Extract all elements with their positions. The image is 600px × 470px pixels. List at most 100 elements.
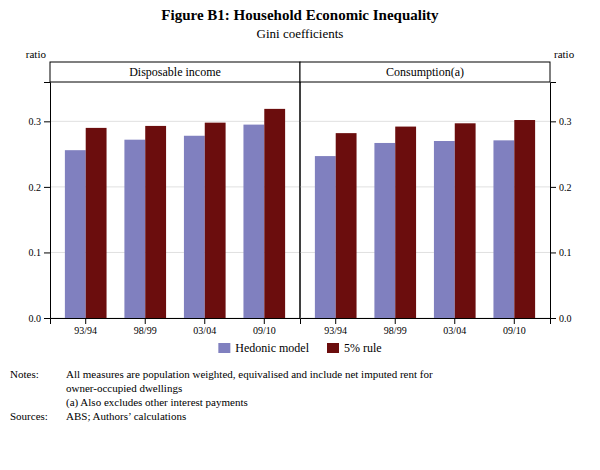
panel: Consumption(a) ratio 0.0 0.1 0.2 0.3 93/94 98/9… (300, 48, 575, 336)
tick-label: 0.1 (559, 247, 572, 258)
panel-header (300, 62, 550, 82)
legend-label: 5% rule (344, 341, 382, 355)
panel-header (50, 62, 300, 82)
x-axis: 93/94 98/99 03/04 09/10 (301, 318, 551, 336)
note-text: All measures are population weighted, eq… (66, 368, 433, 380)
axis-line (44, 83, 51, 319)
note-label: Sources: (10, 410, 48, 422)
y-tick: 0.1 (550, 247, 572, 258)
x-tick: 93/94 (324, 318, 347, 336)
panel: Disposable incomeratio0.00.10.20.393/949… (26, 48, 301, 336)
legend-item: Hedonic model (218, 341, 309, 355)
note-label: Notes: (10, 368, 39, 380)
bar (514, 120, 535, 318)
x-axis: 93/94 98/99 03/04 09/10 (51, 318, 301, 336)
subtitle: Gini coefficients (257, 26, 344, 41)
bar (493, 140, 514, 318)
tick-label: 09/10 (503, 325, 526, 336)
axis-line (551, 83, 557, 319)
tick-mark (550, 187, 556, 188)
frame-line (300, 82, 301, 318)
title: Figure B1: Household Economic Inequality (161, 7, 439, 23)
note-text: (a) Also excludes other interest payment… (66, 396, 248, 409)
legend: Hedonic model 5% rule (218, 341, 381, 355)
x-tick: 09/10 (253, 318, 276, 336)
notes: Notes: All measures are population weight… (10, 368, 433, 422)
tick-label: 03/04 (193, 325, 216, 336)
tick-mark (454, 318, 455, 324)
x-tick: 98/99 (134, 318, 157, 336)
x-tick: 93/94 (74, 318, 97, 336)
y-tick: 0.2 (550, 182, 572, 193)
tick-label: 93/94 (74, 325, 97, 336)
tick-mark (335, 318, 336, 324)
tick-label: 98/99 (384, 325, 407, 336)
tick-label: 98/99 (134, 325, 157, 336)
tick-label: 0.1 (29, 247, 42, 258)
y-tick: 0.2 (29, 182, 51, 193)
bar (145, 126, 166, 318)
y-axis-label: ratio (26, 48, 47, 60)
tick-label: 0.3 (559, 116, 572, 127)
tick-mark (44, 318, 50, 319)
tick-mark (395, 318, 396, 324)
tick-mark (204, 318, 205, 324)
bar (374, 143, 395, 318)
grid-line (50, 121, 300, 122)
tick-label: 0.2 (559, 182, 572, 193)
legend-label: Hedonic model (235, 341, 309, 355)
tick-label: 03/04 (443, 325, 466, 336)
y-tick: 0.0 (550, 313, 572, 324)
tick-mark (44, 187, 50, 188)
note-text: owner-occupied dwellings (66, 382, 182, 394)
tick-label: 0.2 (29, 182, 42, 193)
bar (184, 136, 205, 318)
chart: Figure B1: Household Economic Inequality… (0, 0, 600, 470)
grid (50, 121, 300, 318)
bars (65, 109, 285, 318)
y-tick: 0.0 (29, 313, 51, 324)
y-tick: 0.1 (29, 247, 51, 258)
bar (205, 123, 226, 318)
bar (243, 125, 264, 318)
tick-label: 93/94 (324, 325, 347, 336)
y-axis-label: ratio (554, 48, 575, 60)
y-axis: 0.0 0.1 0.2 0.3 (550, 83, 572, 324)
tick-label: 0.3 (29, 116, 42, 127)
frame-line (300, 82, 301, 318)
tick-mark (44, 252, 50, 253)
tick-mark (264, 318, 265, 324)
bar (395, 127, 416, 318)
y-tick: 0.3 (550, 116, 572, 127)
bar (315, 156, 336, 318)
bar (455, 123, 476, 318)
y-tick: 0.3 (29, 116, 51, 127)
bar (65, 150, 86, 318)
y-axis: 0.0 0.1 0.2 0.3 (29, 83, 51, 324)
bar (336, 133, 357, 318)
bar (124, 140, 145, 318)
grid-line (300, 121, 550, 122)
tick-mark (85, 318, 86, 324)
note-text: ABS; Authors’ calculations (66, 410, 186, 422)
legend-item: 5% rule (327, 341, 382, 355)
axis-line (51, 319, 301, 325)
tick-label: 09/10 (253, 325, 276, 336)
axis-line (301, 319, 551, 325)
panel-title: Disposable income (129, 65, 221, 79)
x-tick: 09/10 (503, 318, 526, 336)
tick-mark (44, 121, 50, 122)
bar (86, 128, 107, 318)
x-tick: 03/04 (193, 318, 216, 336)
x-tick: 98/99 (384, 318, 407, 336)
grid (300, 121, 550, 318)
x-tick: 03/04 (443, 318, 466, 336)
bar (434, 141, 455, 318)
panel-title: Consumption(a) (386, 65, 464, 79)
tick-mark (514, 318, 515, 324)
tick-mark (145, 318, 146, 324)
legend-swatch (327, 343, 339, 353)
tick-label: 0.0 (29, 313, 42, 324)
tick-label: 0.0 (559, 313, 572, 324)
tick-mark (550, 121, 556, 122)
